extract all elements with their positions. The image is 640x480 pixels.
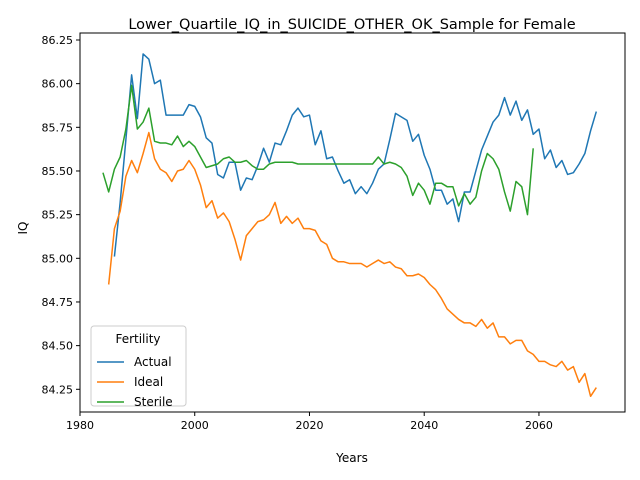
plot-frame	[79, 32, 626, 413]
y-tick-label: 84.75	[42, 296, 74, 309]
y-axis: 84.25 84.50 84.75 85.00 85.25 85.50 85.75 86.00…	[42, 34, 80, 396]
y-tick-label: 84.50	[42, 340, 74, 353]
series-line-actual	[113, 53, 598, 257]
x-axis-label: Years	[335, 451, 368, 465]
plot-lines	[102, 53, 598, 398]
x-tick-label: 2040	[410, 419, 438, 432]
legend-box	[90, 325, 187, 407]
legend-label-actual: Actual	[134, 355, 172, 369]
chart-title: Lower_Quartile_IQ_in_SUICIDE_OTHER_OK_Sa…	[128, 17, 575, 33]
x-tick-label: 2000	[181, 419, 209, 432]
y-axis-label: IQ	[16, 222, 30, 235]
x-tick-label: 1980	[66, 419, 94, 432]
legend: Fertility Actual Ideal Sterile	[90, 325, 187, 409]
x-axis: 1980 2000 2020 2040 2060	[66, 412, 553, 432]
y-tick-label: 85.75	[42, 121, 74, 134]
y-tick-label: 86.00	[42, 78, 74, 91]
y-tick-label: 85.00	[42, 252, 74, 265]
y-tick-label: 85.50	[42, 165, 74, 178]
legend-title: Fertility	[115, 332, 160, 346]
legend-label-sterile: Sterile	[134, 395, 173, 409]
legend-label-ideal: Ideal	[134, 375, 163, 389]
series-line-ideal	[107, 131, 597, 398]
x-tick-label: 2020	[295, 419, 323, 432]
y-tick-label: 84.25	[42, 383, 74, 396]
y-tick-label: 86.25	[42, 34, 74, 47]
y-tick-label: 85.25	[42, 209, 74, 222]
x-tick-label: 2060	[525, 419, 553, 432]
series-line-sterile	[102, 84, 534, 216]
